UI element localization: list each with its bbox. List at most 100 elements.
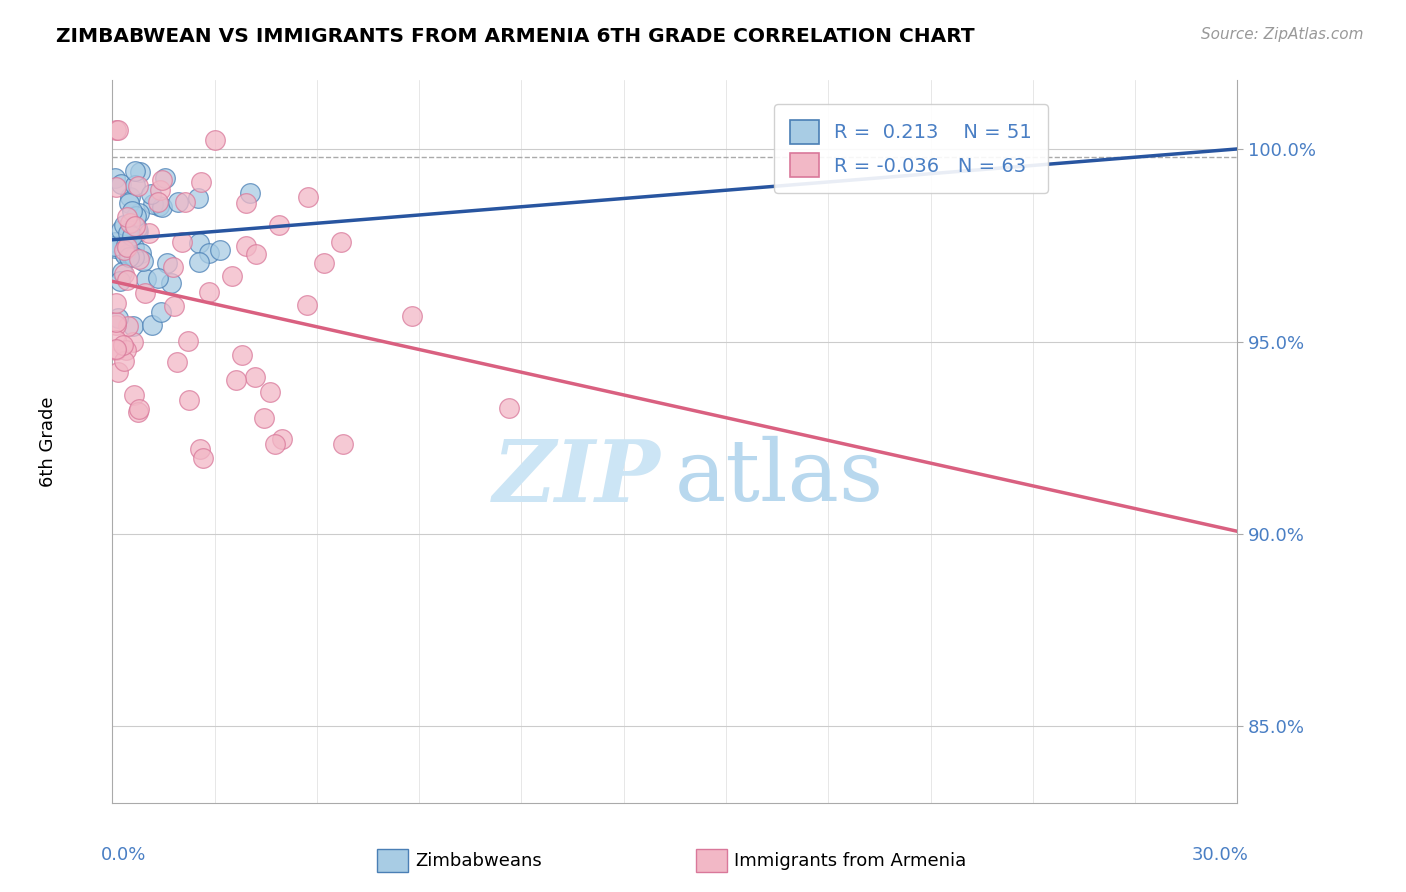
Point [330, 235, 353, 249]
Point [103, 239, 125, 253]
Point [117, 211, 139, 225]
Point [115, 240, 138, 254]
Point [122, 334, 145, 349]
Point [105, 296, 128, 310]
Point [204, 133, 226, 147]
Point [177, 334, 200, 348]
Point [160, 277, 183, 291]
Point [134, 272, 156, 286]
Point [401, 309, 423, 323]
Point [312, 256, 335, 270]
Point [104, 171, 127, 186]
Text: 30.0%: 30.0% [1192, 847, 1249, 864]
Point [124, 164, 146, 178]
Point [127, 224, 149, 238]
Point [117, 273, 139, 287]
Point [188, 442, 211, 457]
Point [295, 297, 318, 311]
Point [122, 250, 145, 264]
Point [118, 196, 141, 211]
Point [498, 401, 520, 415]
Point [105, 343, 128, 357]
Point [105, 180, 128, 194]
Point [118, 190, 141, 204]
Point [245, 370, 267, 384]
Point [104, 235, 127, 249]
Point [132, 253, 155, 268]
Point [149, 184, 172, 198]
Point [129, 246, 152, 260]
Text: Source: ZipAtlas.com: Source: ZipAtlas.com [1201, 27, 1364, 42]
Legend: R =  0.213    N = 51, R = -0.036   N = 63: R = 0.213 N = 51, R = -0.036 N = 63 [775, 104, 1047, 193]
Point [269, 219, 291, 233]
Point [148, 271, 170, 285]
Point [105, 333, 128, 347]
Point [150, 305, 173, 319]
Point [141, 318, 163, 333]
Text: 0.0%: 0.0% [101, 847, 146, 864]
Point [118, 250, 141, 264]
Point [111, 264, 134, 278]
Point [129, 165, 152, 179]
Point [112, 354, 135, 368]
Point [127, 405, 149, 419]
Text: ZIMBABWEAN VS IMMIGRANTS FROM ARMENIA 6TH GRADE CORRELATION CHART: ZIMBABWEAN VS IMMIGRANTS FROM ARMENIA 6T… [56, 27, 974, 45]
Point [105, 315, 128, 329]
Point [110, 223, 132, 237]
Point [117, 319, 139, 334]
Point [121, 229, 143, 244]
Point [125, 221, 148, 235]
Point [187, 255, 209, 269]
Point [128, 252, 150, 266]
Point [127, 225, 149, 239]
Point [259, 384, 281, 399]
Point [120, 216, 142, 230]
Point [264, 437, 287, 451]
Point [117, 226, 139, 240]
Point [225, 374, 247, 388]
Point [110, 178, 132, 192]
Point [332, 437, 354, 451]
Point [245, 246, 267, 260]
Point [253, 411, 276, 425]
Point [239, 186, 262, 200]
Point [235, 238, 257, 252]
Point [148, 199, 170, 213]
Point [198, 285, 221, 300]
Point [166, 355, 188, 369]
Point [114, 343, 136, 358]
Point [112, 267, 135, 281]
Point [108, 274, 131, 288]
Point [139, 186, 162, 201]
Point [150, 173, 173, 187]
Point [162, 260, 184, 274]
Point [112, 243, 135, 257]
Point [177, 392, 200, 407]
Point [124, 219, 146, 233]
Text: Zimbabweans: Zimbabweans [415, 852, 541, 870]
Point [221, 268, 243, 283]
Point [107, 311, 129, 326]
Point [122, 319, 145, 334]
Point [107, 123, 129, 137]
Point [112, 219, 135, 233]
Y-axis label: 6th Grade: 6th Grade [39, 396, 56, 487]
Point [188, 236, 211, 251]
Point [127, 178, 149, 193]
Text: ZIP: ZIP [492, 436, 661, 519]
Point [128, 206, 150, 220]
Point [121, 204, 143, 219]
Point [105, 318, 128, 332]
Point [114, 248, 136, 262]
Point [163, 300, 186, 314]
Point [271, 432, 294, 446]
Point [173, 195, 195, 210]
Point [122, 388, 145, 402]
Point [111, 338, 134, 352]
Point [190, 175, 212, 189]
Point [115, 237, 138, 252]
Point [142, 196, 165, 211]
Point [167, 194, 190, 209]
Point [170, 235, 193, 249]
Point [125, 210, 148, 224]
